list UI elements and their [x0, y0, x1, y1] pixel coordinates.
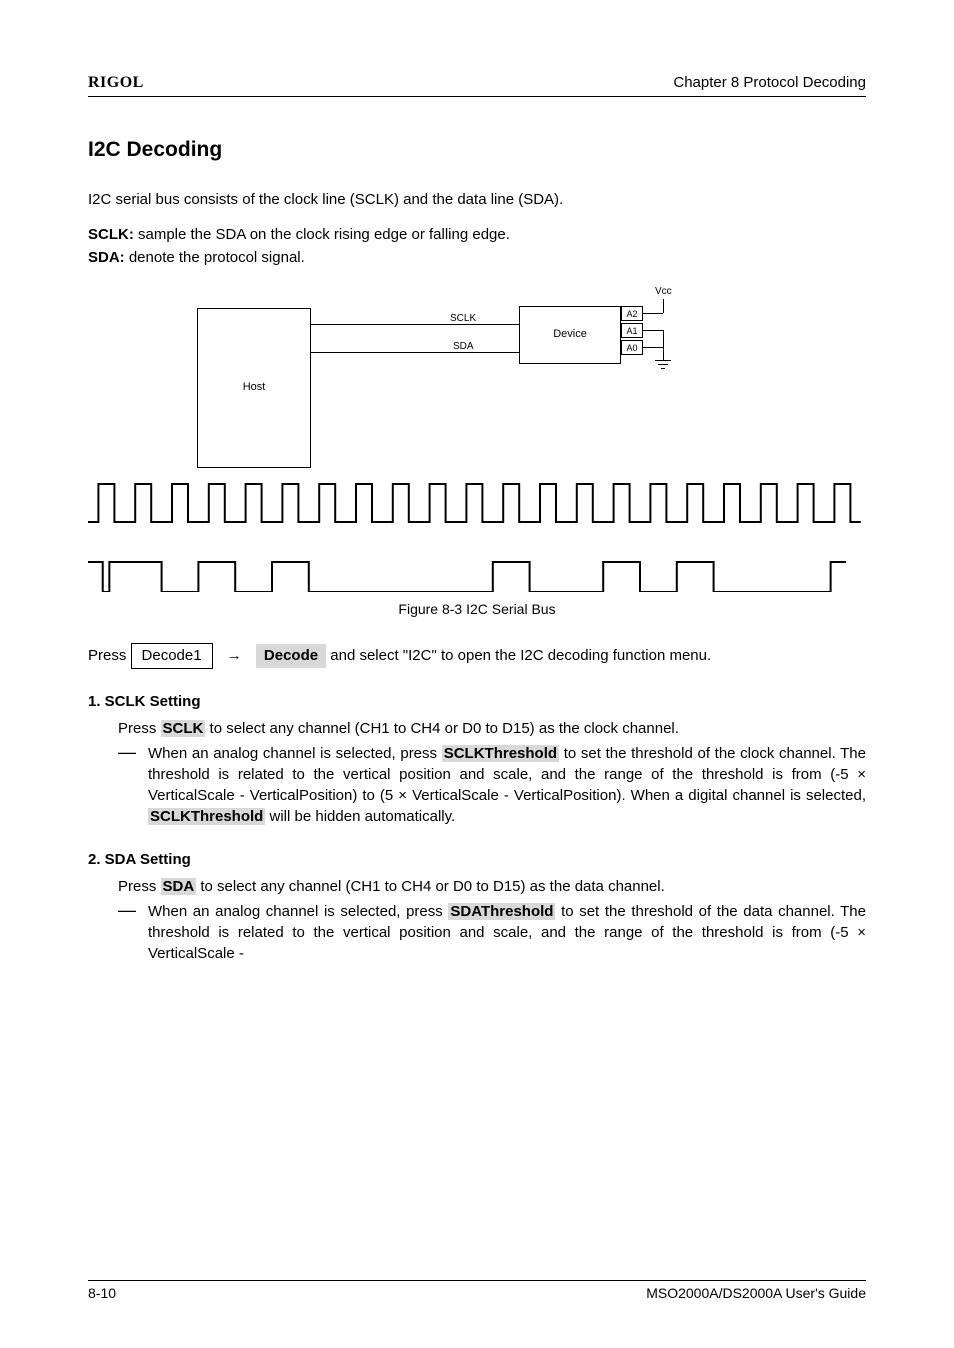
doc-title: MSO2000A/DS2000A User's Guide: [646, 1284, 866, 1304]
sec1-lead-prefix: Press: [118, 720, 161, 737]
page-footer: 8-10 MSO2000A/DS2000A User's Guide: [88, 1280, 866, 1304]
sec2-lead-prefix: Press: [118, 878, 161, 895]
def-sclk: SCLK: sample the SDA on the clock rising…: [88, 224, 866, 245]
def-sda-tag: SDA:: [88, 249, 125, 266]
device-box: Device: [519, 306, 621, 364]
def-sclk-tag: SCLK:: [88, 226, 134, 243]
decode1-button[interactable]: Decode1: [131, 643, 213, 669]
a1-stub: [643, 330, 663, 331]
sclk-softkey[interactable]: SCLK: [161, 720, 206, 737]
def-sda: SDA: denote the protocol signal.: [88, 247, 866, 268]
sda-wire: [311, 352, 519, 353]
def-sclk-text: sample the SDA on the clock rising edge …: [134, 226, 510, 243]
addr-a2: A2: [621, 306, 643, 321]
sdathreshold-softkey[interactable]: SDAThreshold: [448, 903, 555, 920]
sec1-body: Press SCLK to select any channel (CH1 to…: [88, 718, 866, 827]
addr-a1: A1: [621, 323, 643, 338]
crumb-tail: and select "I2C" to open the I2C decodin…: [326, 647, 711, 664]
def-sda-text: denote the protocol signal.: [125, 249, 305, 266]
sec1-title: 1. SCLK Setting: [88, 691, 866, 712]
brand-text: RIGOL: [88, 72, 144, 94]
sclk-label: SCLK: [450, 312, 476, 326]
ground-icon: [655, 360, 671, 370]
sec1-lead-suffix: to select any channel (CH1 to CH4 or D0 …: [205, 720, 679, 737]
bullet-icon: ―: [118, 743, 148, 827]
chapter-text: Chapter 8 Protocol Decoding: [673, 72, 866, 93]
sec1-sub-suffix: . When a digital channel is selected,: [621, 787, 866, 804]
sec2-sub-prefix: When an analog channel is selected, pres…: [148, 903, 448, 920]
sec1-sub-tail: will be hidden automatically.: [265, 808, 455, 825]
sda-label: SDA: [453, 340, 474, 354]
figure-caption: Figure 8-3 I2C Serial Bus: [88, 600, 866, 620]
sec2-title: 2. SDA Setting: [88, 849, 866, 870]
figure-block-diagram: Host Device SCLK SDA A2 A1 A0 Vcc: [197, 294, 757, 478]
vcc-rise: [663, 299, 664, 313]
a0-stub: [643, 347, 663, 348]
sec2-lead-suffix: to select any channel (CH1 to CH4 or D0 …: [196, 878, 665, 895]
decode-softkey[interactable]: Decode: [256, 644, 326, 668]
bullet-icon: ―: [118, 901, 148, 964]
host-box: Host: [197, 308, 311, 468]
nav-crumb: Press Decode1 → Decode and select "I2C" …: [88, 643, 866, 669]
sclkthreshold-softkey[interactable]: SCLKThreshold: [442, 745, 559, 762]
gnd-drop: [663, 330, 664, 360]
page-number: 8-10: [88, 1284, 116, 1304]
intro-para: I2C serial bus consists of the clock lin…: [88, 189, 866, 210]
sec2-body: Press SDA to select any channel (CH1 to …: [88, 876, 866, 964]
addr-a0: A0: [621, 340, 643, 355]
page-title: I2C Decoding: [88, 135, 866, 164]
sda-softkey[interactable]: SDA: [161, 878, 197, 895]
figure-waveform: [88, 482, 866, 592]
sclk-wire: [311, 324, 519, 325]
sclkthreshold-softkey-2[interactable]: SCLKThreshold: [148, 808, 265, 825]
vcc-label: Vcc: [655, 285, 672, 299]
vcc-stub: [643, 313, 663, 314]
sec1-sub-prefix: When an analog channel is selected, pres…: [148, 745, 442, 762]
arrow-icon: →: [227, 645, 242, 666]
